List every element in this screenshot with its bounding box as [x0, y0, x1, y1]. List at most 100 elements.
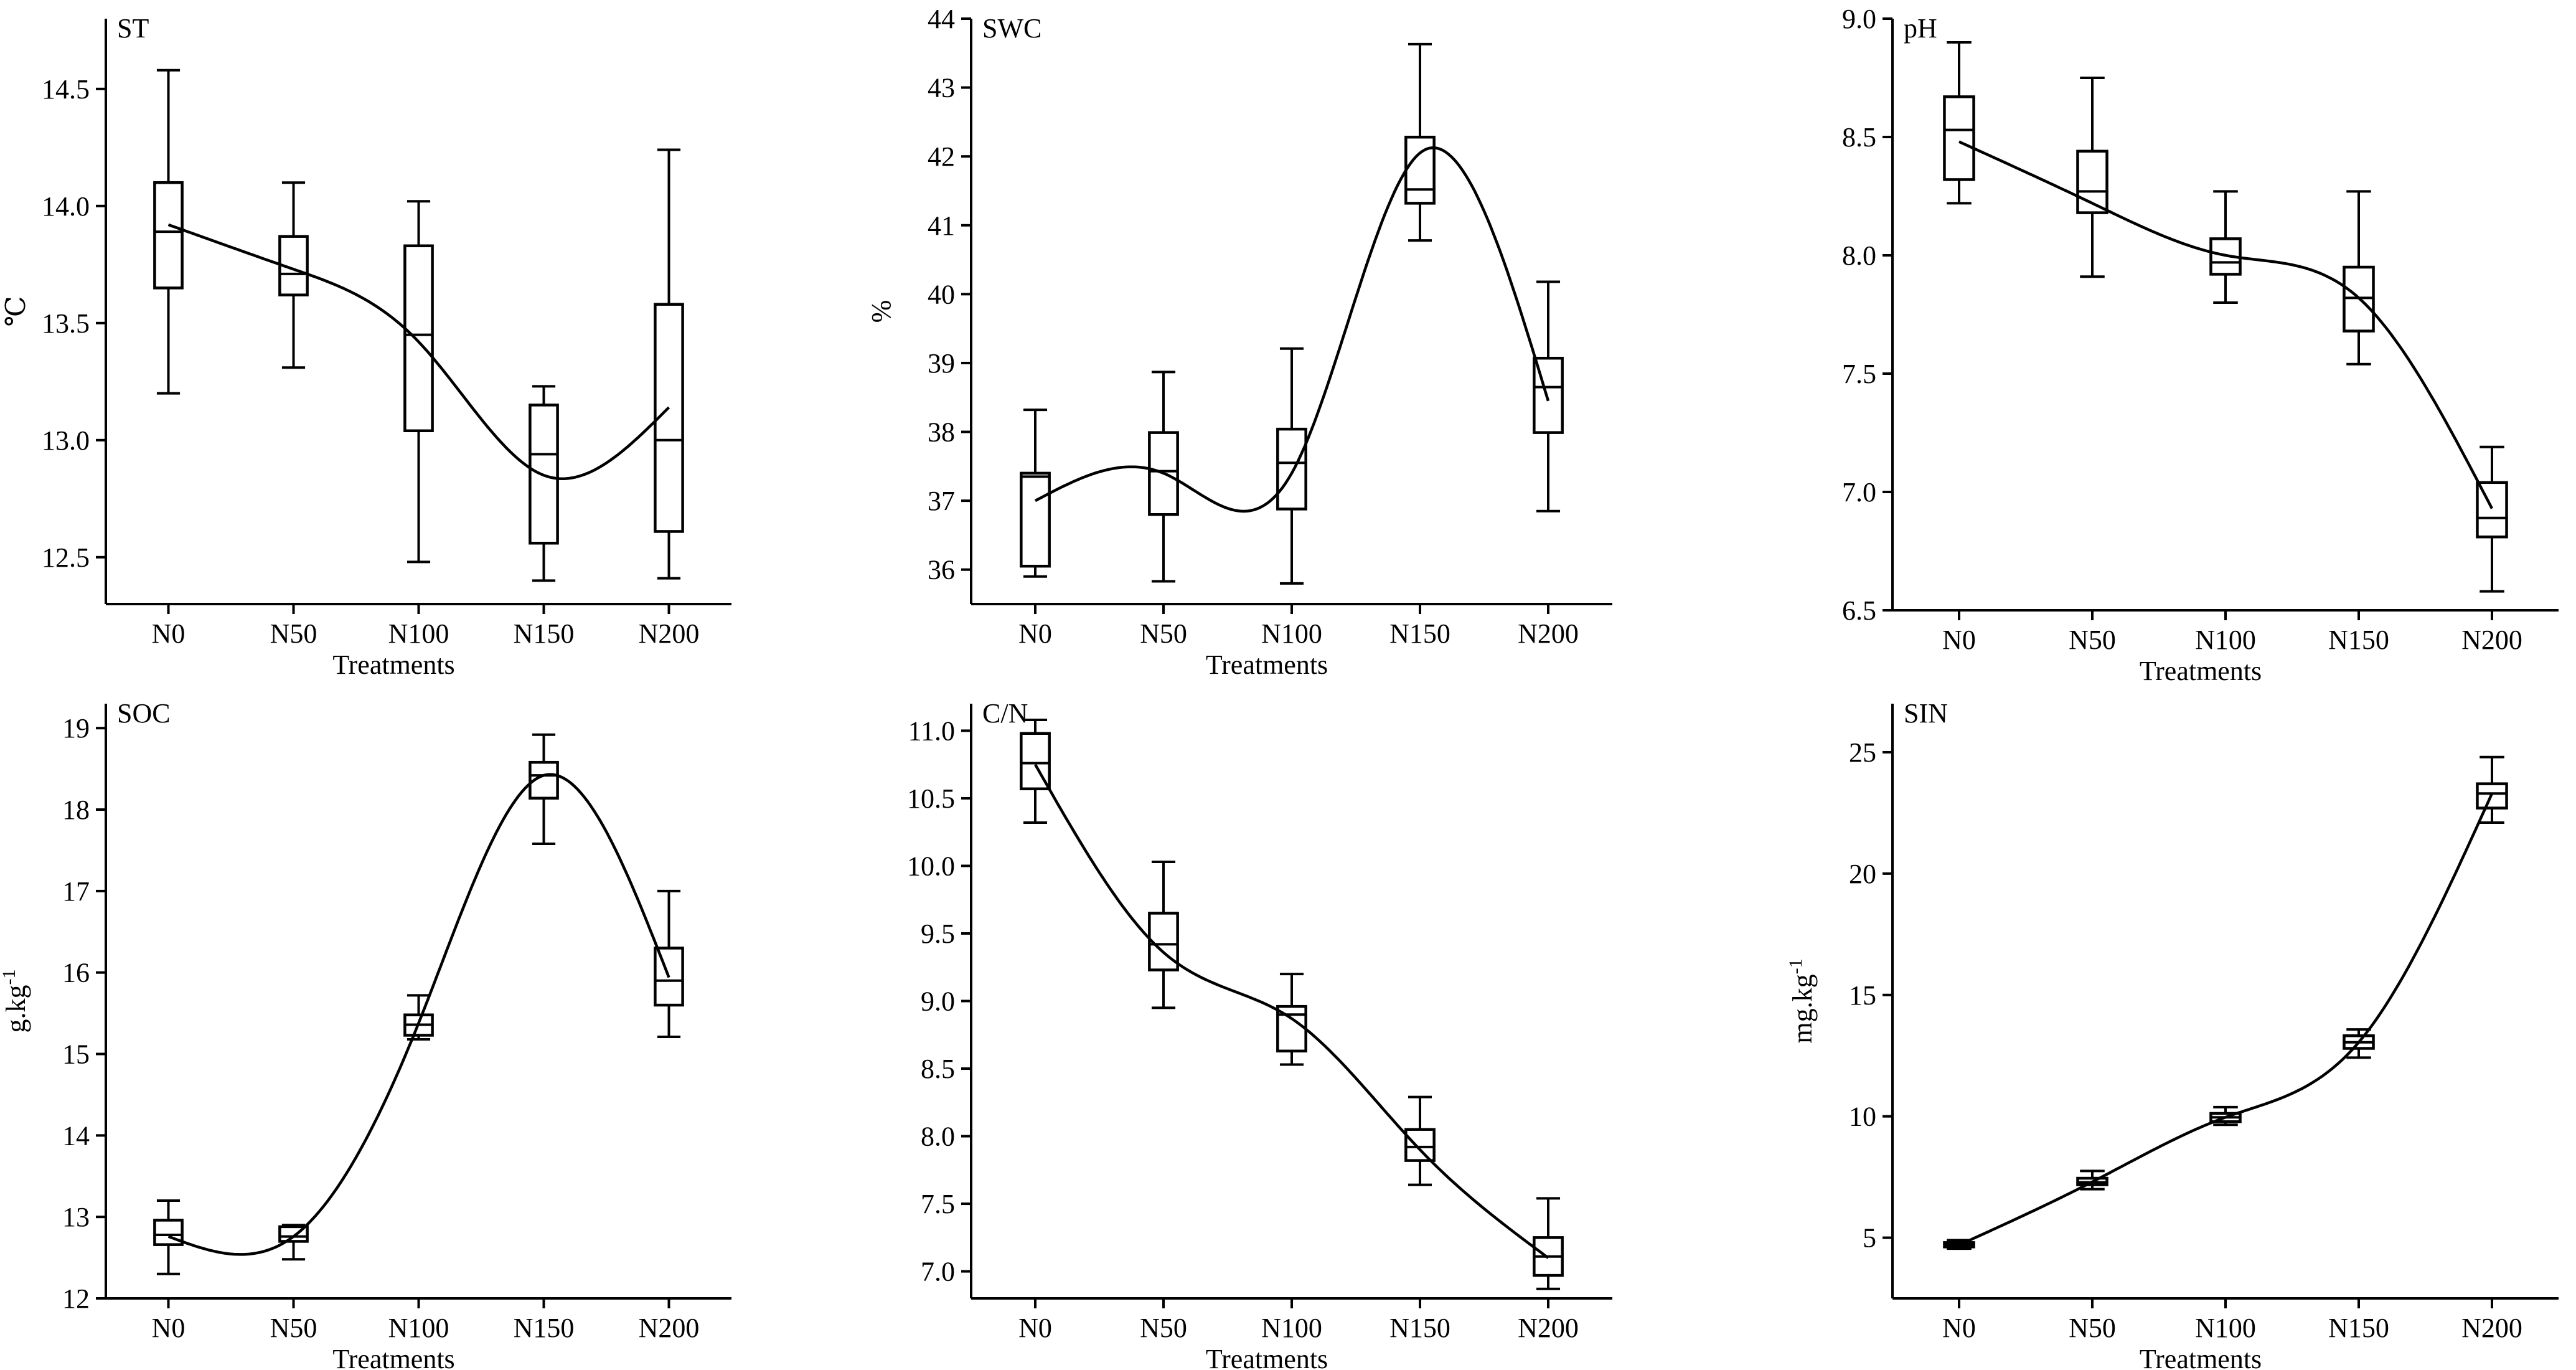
box-n0: [1020, 409, 1051, 578]
y-tick-label: 13.5: [42, 308, 90, 339]
x-axis-title: Treatments: [2140, 656, 2262, 686]
y-tick-label: 13.0: [42, 425, 90, 456]
y-tick-label: 9.0: [1842, 4, 1876, 34]
y-tick-label: 38: [928, 417, 955, 448]
panel-soc: 12 13 14 15 16 17 18 19 SOC g.kg-1 N0 N50 N100 N150 N2…: [0, 698, 731, 1370]
box-n100: [403, 200, 434, 564]
iqr-box: [403, 244, 434, 433]
y-tick-label: 10.5: [907, 783, 955, 814]
x-tick-label: N50: [2069, 1313, 2116, 1343]
x-tick-label: N100: [388, 1313, 449, 1343]
y-tick-label: 12.5: [42, 542, 90, 573]
y-tick-label: 13: [62, 1202, 90, 1232]
box-n150: [529, 733, 559, 846]
y-tick-label: 11.0: [908, 716, 955, 746]
iqr-box: [1020, 471, 1051, 568]
y-tick-label: 25: [1849, 737, 1876, 768]
y-axis-title-superscript: -1: [1785, 958, 1806, 974]
x-tick-label: N200: [1518, 1313, 1579, 1343]
y-tick-label: 37: [928, 486, 955, 516]
box-n100: [2209, 190, 2242, 304]
y-tick-label: 17: [62, 876, 90, 907]
x-tick-label: N100: [2195, 1313, 2256, 1343]
y-tick-label: 19: [62, 713, 90, 744]
box-n0: [153, 68, 184, 395]
trend-line: [1034, 146, 1550, 513]
x-tick-label: N100: [388, 618, 449, 649]
x-tick-label: N150: [1389, 618, 1450, 649]
x-tick-label: N150: [2328, 625, 2389, 655]
iqr-box: [1020, 732, 1051, 790]
x-tick-label: N200: [1518, 618, 1579, 649]
y-tick-label: 10: [1849, 1102, 1876, 1132]
x-tick-label: N100: [1261, 1313, 1322, 1343]
box-n200: [1533, 280, 1564, 513]
y-tick-label: 9.0: [921, 986, 955, 1017]
box-n50: [278, 181, 309, 369]
box-n50: [1148, 860, 1179, 1009]
iqr-box: [153, 181, 184, 290]
y-axis-title: ℃: [1, 296, 31, 326]
box-n150: [529, 385, 559, 582]
panel-label: C/N: [982, 698, 1028, 729]
y-tick-label: 14.5: [42, 74, 90, 105]
panel-label: pH: [1904, 13, 1937, 44]
y-tick-label: 39: [928, 348, 955, 379]
y-tick-label: 15: [1849, 980, 1876, 1011]
x-tick-label: N200: [639, 1313, 700, 1343]
box-n200: [654, 889, 684, 1039]
x-tick-label: N200: [2461, 1313, 2522, 1343]
y-tick-label: 12: [62, 1283, 90, 1314]
y-tick-label: 42: [928, 141, 955, 172]
y-tick-label: 14.0: [42, 191, 90, 222]
y-tick-label: 7.0: [921, 1257, 955, 1287]
y-tick-label: 7.0: [1842, 477, 1876, 508]
y-tick-label: 41: [928, 210, 955, 241]
y-tick-label: 10.0: [907, 851, 955, 881]
y-tick-label: 8.0: [921, 1122, 955, 1152]
box-n200: [654, 148, 684, 580]
x-tick-label: N50: [1140, 1313, 1187, 1343]
x-tick-label: N50: [1140, 618, 1187, 649]
x-tick-label: N150: [2328, 1313, 2389, 1343]
panel-sin: 5 10 15 20 25 SIN mg.kg-1 N0 N50 N100 N150 N200 Trea…: [1785, 698, 2559, 1370]
y-tick-label: 20: [1849, 859, 1876, 889]
iqr-box: [1276, 427, 1307, 511]
y-tick-label: 15: [62, 1039, 90, 1070]
panel-swc: 36 37 38 39 40 41 42 43 44 SWC% N0 N50 N100 N150 N200 T…: [866, 4, 1612, 680]
y-axis-title: g.kg-1: [0, 970, 31, 1033]
iqr-box: [1943, 95, 1975, 181]
x-tick-label: N200: [2461, 625, 2522, 655]
x-axis-title: Treatments: [332, 650, 454, 680]
y-tick-label: 7.5: [921, 1189, 955, 1219]
x-tick-label: N50: [2069, 625, 2116, 655]
y-axis-title-superscript: -1: [0, 970, 19, 985]
y-tick-label: 44: [928, 4, 955, 34]
trend-line: [1034, 763, 1549, 1259]
y-tick-label: 14: [62, 1120, 90, 1151]
box-n200: [1533, 1197, 1564, 1290]
x-tick-label: N150: [514, 1313, 575, 1343]
y-tick-label: 6.5: [1842, 595, 1876, 626]
panel-label: SWC: [982, 13, 1041, 44]
box-n200: [2476, 445, 2508, 593]
panel-cn: 7.0 7.5 8.0 8.5 9.0 9.5 10.0 10.5 11.0 C/N N0 N50 N1…: [907, 698, 1612, 1370]
x-tick-label: N0: [152, 1313, 186, 1343]
box-n50: [278, 1224, 309, 1261]
box-n150: [1404, 1095, 1436, 1186]
box-n0: [1943, 41, 1975, 205]
x-tick-label: N0: [1018, 1313, 1052, 1343]
box-n50: [2076, 77, 2108, 278]
y-tick-label: 5: [1863, 1223, 1876, 1254]
iqr-box: [1404, 1128, 1436, 1162]
y-tick-label: 18: [62, 795, 90, 825]
iqr-box: [529, 760, 559, 800]
x-tick-label: N0: [1018, 618, 1052, 649]
y-tick-label: 36: [928, 555, 955, 585]
x-tick-label: N0: [152, 618, 186, 649]
y-tick-label: 40: [928, 279, 955, 309]
trend-line: [167, 223, 670, 480]
x-tick-label: N100: [2195, 625, 2256, 655]
x-tick-label: N200: [639, 618, 700, 649]
y-tick-label: 7.5: [1842, 359, 1876, 389]
